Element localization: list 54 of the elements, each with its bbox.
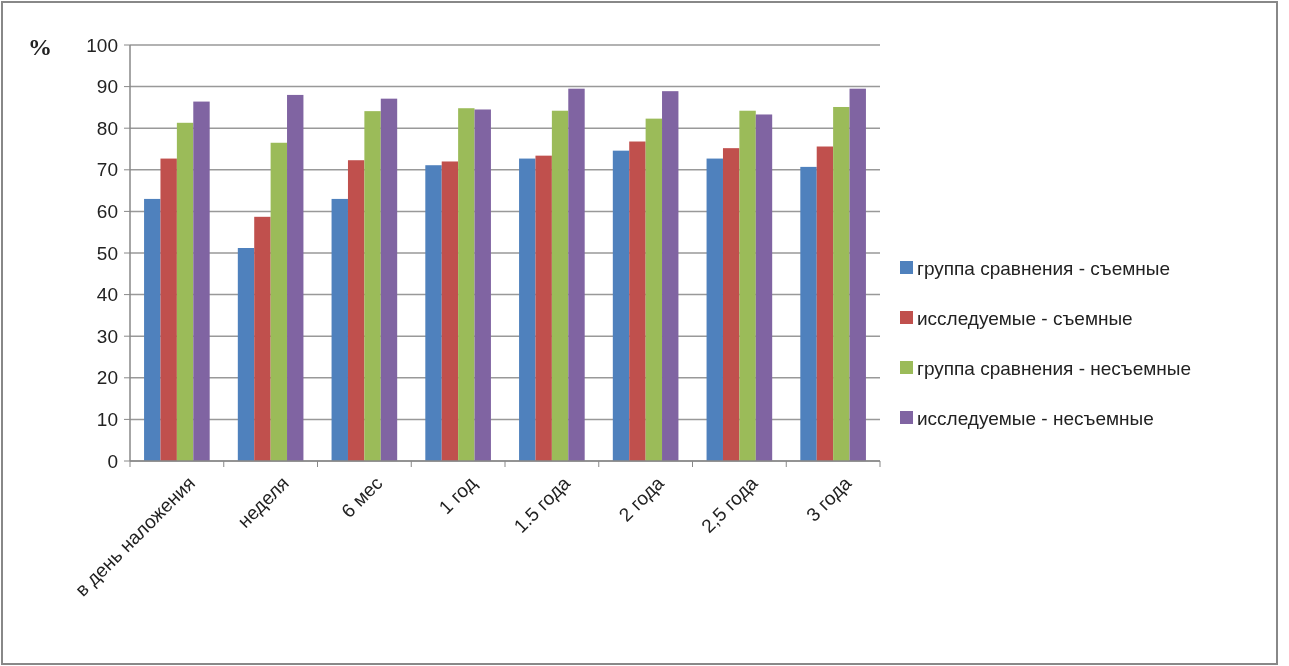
bar (535, 155, 552, 461)
bar (800, 166, 817, 461)
y-tick-label: 100 (86, 34, 118, 56)
y-tick-label: 50 (96, 242, 118, 264)
bar (722, 148, 740, 461)
x-tick-label: 6 мес (337, 472, 387, 522)
bar (816, 146, 834, 461)
x-tick-label: 3 года (802, 472, 856, 526)
bar (380, 98, 398, 461)
bar (270, 142, 288, 461)
bar (193, 101, 210, 461)
y-tick-label: 0 (107, 450, 118, 472)
y-tick-label: 80 (96, 117, 118, 139)
bar (144, 198, 161, 461)
x-tick-label: 2 года (614, 472, 669, 526)
bar (849, 88, 866, 461)
y-axis-title: % (28, 34, 52, 60)
bar (364, 111, 381, 461)
legend-label: исследуемые - несъемные (917, 407, 1154, 429)
bar (551, 110, 569, 461)
x-tick-label: 1 год (434, 472, 481, 519)
bar (645, 118, 663, 461)
bar (568, 88, 585, 461)
bar (237, 248, 255, 461)
bar (755, 114, 773, 461)
bar (287, 94, 304, 461)
bar (331, 198, 348, 461)
bar (474, 109, 491, 461)
y-tick-label: 90 (96, 76, 118, 98)
bar (662, 91, 679, 461)
x-tick-label: 2,5 года (697, 472, 762, 537)
bar (425, 165, 442, 461)
bar (254, 216, 271, 461)
bar (176, 122, 194, 461)
bar (739, 110, 756, 461)
x-tick-label: 1.5 года (509, 472, 575, 537)
bar (629, 141, 646, 461)
bar (519, 158, 536, 461)
bar (160, 158, 177, 461)
y-tick-label: 60 (96, 201, 118, 223)
bar (458, 108, 475, 461)
y-tick-label: 30 (96, 325, 118, 347)
legend-label: исследуемые - съемные (917, 307, 1133, 329)
y-tick-label: 40 (96, 284, 118, 306)
y-tick-label: 20 (96, 367, 118, 389)
y-tick-label: 70 (96, 159, 118, 181)
bar (833, 106, 850, 461)
bar (347, 160, 365, 461)
legend-label: группа сравнения - несъемные (917, 357, 1192, 379)
bar (441, 161, 459, 461)
y-tick-label: 10 (96, 409, 118, 431)
legend-label: группа сравнения - съемные (917, 257, 1170, 279)
bar (612, 150, 630, 461)
bar (706, 158, 723, 461)
